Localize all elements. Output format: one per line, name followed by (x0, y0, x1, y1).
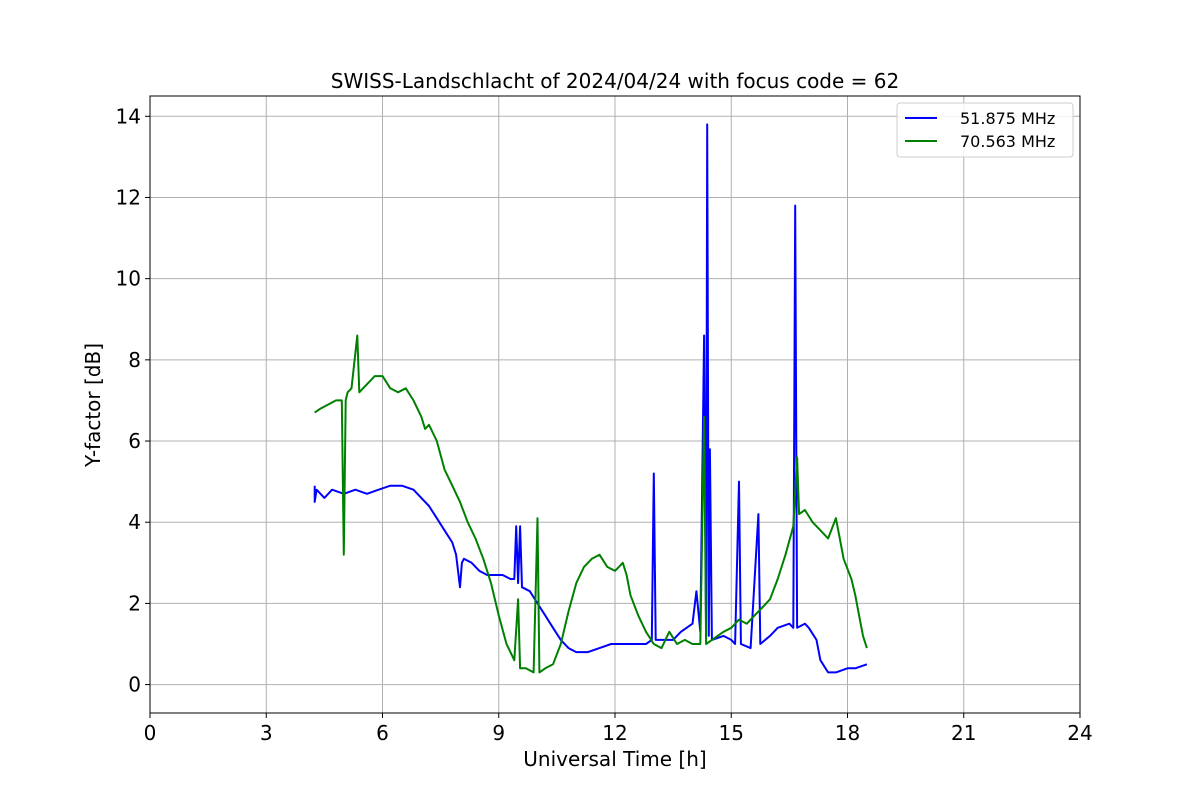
x-tick-label: 12 (602, 721, 627, 745)
x-tick-label: 6 (376, 721, 389, 745)
y-tick-label: 12 (116, 185, 141, 209)
x-tick-label: 3 (260, 721, 273, 745)
x-tick-label: 15 (719, 721, 744, 745)
y-tick-label: 8 (128, 348, 141, 372)
legend-label-1: 51.875 MHz (960, 109, 1055, 128)
x-tick-label: 24 (1067, 721, 1092, 745)
y-tick-label: 14 (116, 104, 141, 128)
legend-label-2: 70.563 MHz (960, 132, 1055, 151)
x-tick-label: 21 (951, 721, 976, 745)
y-tick-label: 2 (128, 591, 141, 615)
x-axis-label: Universal Time [h] (523, 747, 706, 771)
legend-box (896, 102, 1074, 158)
x-tick-label: 9 (492, 721, 505, 745)
series-line-1 (313, 123, 868, 674)
series-layer (313, 123, 868, 674)
y-tick-label: 10 (116, 267, 141, 291)
series-line-2 (314, 334, 868, 674)
y-axis-label: Y-factor [dB] (81, 343, 105, 468)
y-tick-label: 6 (128, 429, 141, 453)
y-tick-label: 4 (128, 510, 141, 534)
x-tick-label: 18 (835, 721, 860, 745)
y-tick-label: 0 (128, 673, 141, 697)
legend: 51.875 MHz 70.563 MHz (896, 102, 1074, 158)
x-tick-label: 0 (144, 721, 157, 745)
chart-title: SWISS-Landschlacht of 2024/04/24 with fo… (331, 69, 899, 93)
